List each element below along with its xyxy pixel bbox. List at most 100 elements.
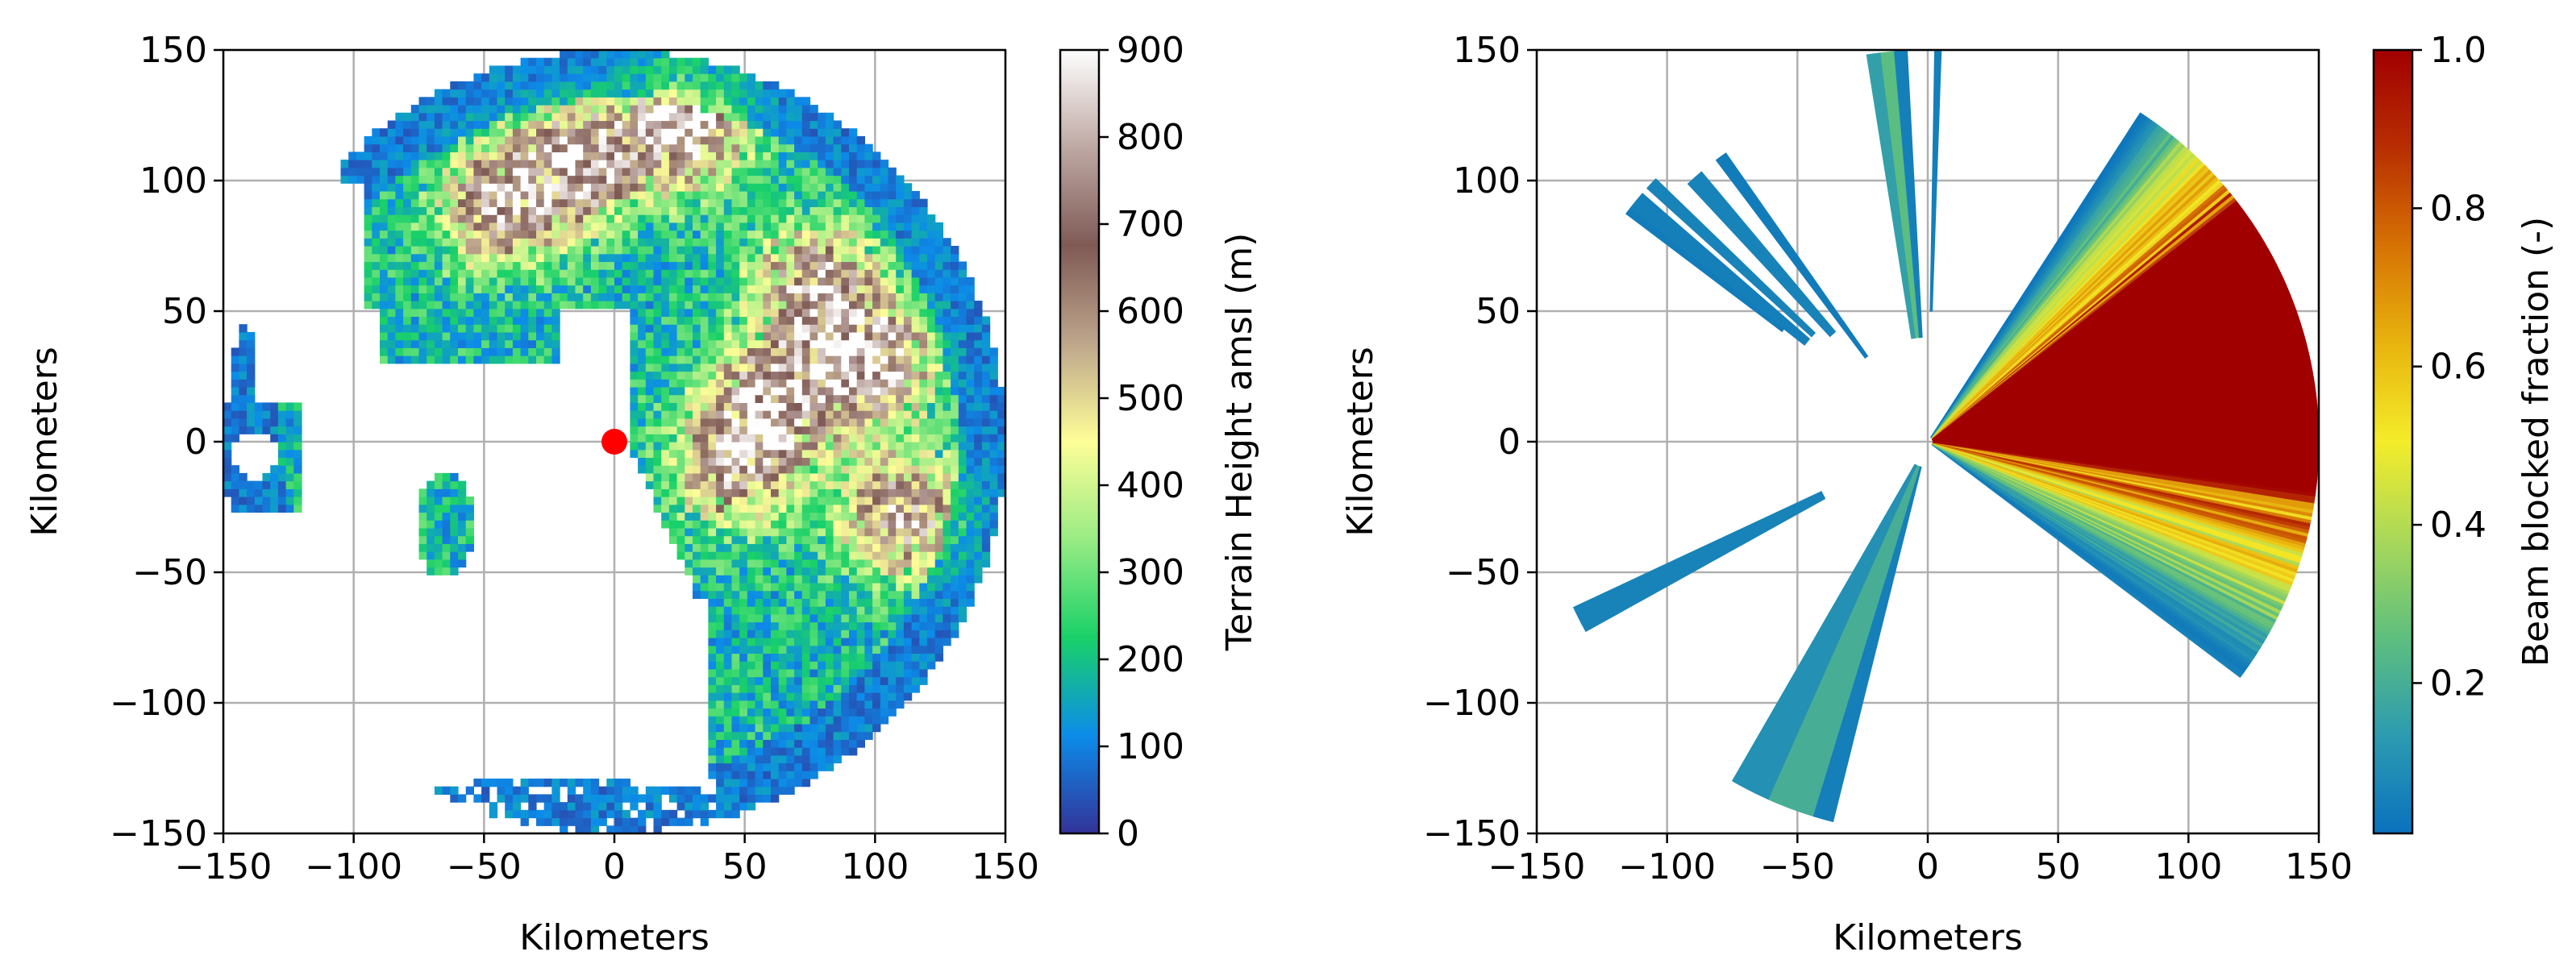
terrain-cell — [708, 214, 717, 223]
terrain-cell — [668, 81, 678, 90]
terrain-cell — [981, 426, 991, 434]
terrain-cell — [919, 434, 928, 443]
terrain-cell — [606, 175, 615, 184]
terrain-cell — [575, 190, 584, 200]
terrain-cell — [427, 567, 435, 575]
terrain-cell — [739, 716, 748, 725]
terrain-cell — [427, 261, 435, 270]
terrain-cell — [801, 762, 811, 771]
terrain-cell — [434, 167, 443, 177]
terrain-cell — [872, 206, 881, 215]
terrain-cell — [364, 246, 372, 255]
terrain-cell — [809, 246, 818, 255]
terrain-cell — [630, 363, 639, 372]
terrain-cell — [974, 316, 983, 325]
terrain-cell — [771, 97, 780, 106]
terrain-cell — [387, 347, 396, 356]
terrain-cell — [505, 175, 514, 184]
terrain-cell — [622, 794, 630, 803]
terrain-cell — [262, 504, 271, 513]
terrain-cell — [864, 324, 873, 333]
terrain-cell — [872, 190, 881, 200]
terrain-cell — [888, 668, 897, 678]
terrain-cell — [528, 206, 537, 215]
terrain-cell — [708, 81, 717, 90]
terrain-cell — [481, 105, 490, 114]
terrain-cell — [505, 794, 514, 803]
terrain-cell — [638, 222, 647, 231]
terrain-cell — [254, 488, 264, 497]
terrain-cell — [778, 371, 787, 380]
terrain-cell — [653, 497, 662, 505]
terrain-cell — [497, 293, 506, 301]
terrain-cell — [903, 434, 913, 443]
terrain-cell — [888, 347, 897, 356]
terrain-cell — [825, 112, 834, 122]
terrain-cell — [512, 324, 522, 333]
terrain-cell — [723, 222, 733, 231]
terrain-cell — [966, 410, 975, 419]
terrain-cell — [630, 143, 639, 152]
terrain-cell — [543, 230, 552, 239]
terrain-cell — [778, 638, 787, 646]
terrain-cell — [856, 198, 865, 207]
terrain-cell — [676, 449, 685, 459]
terrain-cell — [778, 394, 787, 403]
terrain-cell — [395, 285, 404, 293]
terrain-cell — [372, 293, 381, 301]
terrain-cell — [825, 449, 834, 459]
terrain-cell — [911, 535, 920, 544]
terrain-cell — [809, 590, 818, 599]
terrain-cell — [981, 472, 991, 482]
terrain-cell — [739, 410, 748, 419]
terrain-cell — [739, 598, 748, 607]
terrain-cell — [685, 559, 693, 568]
terrain-cell — [653, 434, 662, 443]
terrain-cell — [786, 692, 795, 701]
terrain-cell — [763, 543, 772, 552]
terrain-cell — [427, 143, 435, 152]
terrain-cell — [410, 253, 420, 263]
terrain-cell — [277, 480, 287, 489]
terrain-cell — [356, 167, 365, 177]
terrain-cell — [927, 590, 936, 599]
terrain-cell — [418, 543, 427, 552]
terrain-cell — [856, 301, 865, 310]
terrain-cell — [763, 582, 772, 592]
terrain-cell — [653, 276, 662, 286]
terrain-cell — [372, 198, 381, 207]
terrain-cell — [943, 638, 951, 646]
terrain-cell — [731, 520, 740, 529]
terrain-cell — [551, 57, 560, 67]
terrain-cell — [293, 426, 302, 434]
terrain-cell — [801, 645, 811, 654]
terrain-cell — [442, 331, 451, 341]
terrain-cell — [841, 661, 850, 670]
terrain-cell — [723, 206, 733, 215]
terrain-cell — [372, 167, 381, 177]
terrain-cell — [723, 293, 733, 301]
terrain-cell — [794, 206, 803, 215]
terrain-cell — [951, 410, 959, 419]
terrain-cell — [676, 497, 685, 505]
terrain-cell — [380, 308, 389, 318]
terrain-cell — [786, 457, 795, 466]
terrain-cell — [934, 246, 943, 255]
terrain-cell — [418, 97, 427, 106]
terrain-cell — [575, 809, 584, 819]
terrain-cell — [231, 488, 239, 497]
terrain-cell — [919, 543, 928, 552]
terrain-cell — [536, 238, 545, 247]
terrain-cell — [676, 105, 685, 114]
terrain-cell — [622, 269, 630, 278]
terrain-cell — [512, 175, 522, 184]
terrain-cell — [606, 198, 615, 207]
terrain-cell — [958, 285, 968, 293]
terrain-cell — [896, 676, 905, 685]
terrain-cell — [864, 598, 873, 607]
terrain-cell — [981, 331, 991, 341]
terrain-cell — [723, 410, 733, 419]
terrain-cell — [934, 379, 943, 388]
terrain-cell — [778, 347, 787, 356]
terrain-cell — [685, 480, 693, 489]
